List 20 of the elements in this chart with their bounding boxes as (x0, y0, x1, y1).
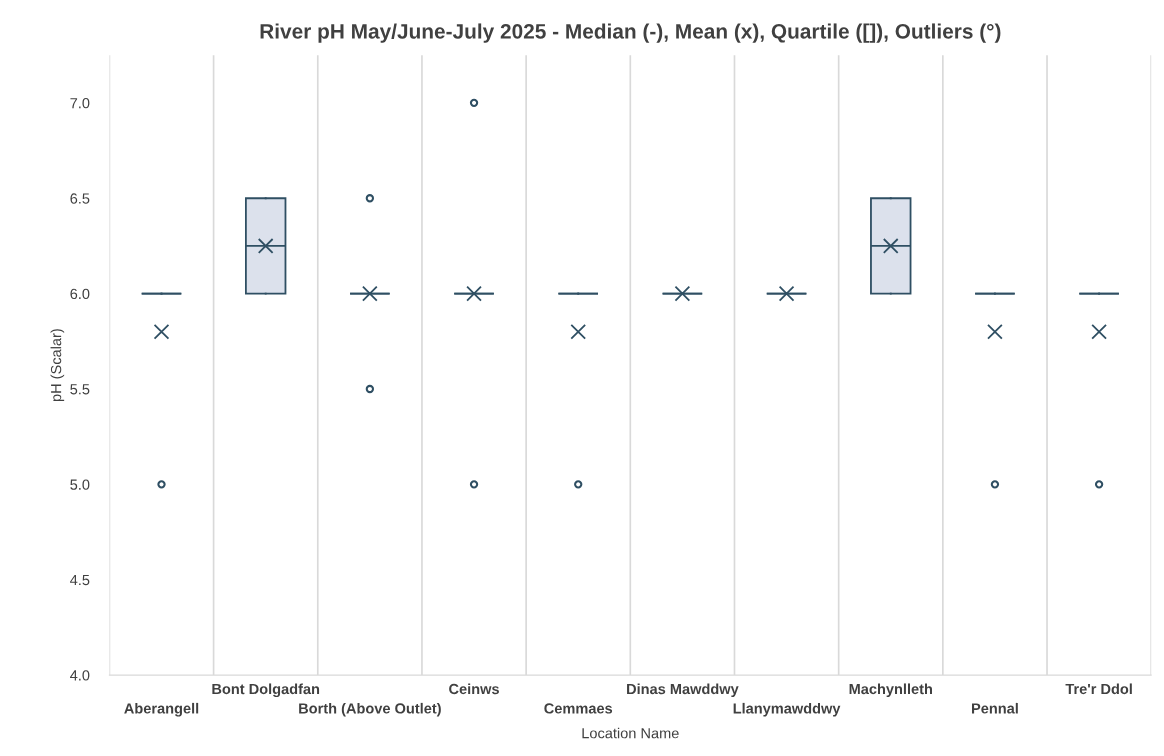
x-tick-label: Ceinws (449, 683, 499, 695)
x-tick-label: Dinas Mawddwy (627, 683, 739, 698)
x-tick-label: Machynlleth (849, 683, 932, 698)
y-tick-label: 6.0 (70, 288, 90, 300)
y-tick-label: 5.0 (70, 479, 90, 490)
x-tick-label: Bont Dolgadfan (212, 683, 320, 698)
chart-title: River pH May/June-July 2025 - Median (-), Mean (x), Quartile ([]), Outliers (°) (260, 23, 1001, 43)
y-tick-label: 5.5 (70, 384, 90, 395)
x-tick-label: Cemmaes (544, 703, 613, 714)
y-tick-label: 7.0 (70, 97, 90, 109)
x-tick-label: Pennal (972, 702, 1018, 714)
y-axis-title: pH (Scalar) (50, 329, 65, 402)
x-tick-label: Aberangell (124, 702, 199, 717)
x-axis-title: Location Name (582, 727, 679, 739)
y-tick-label: 4.0 (70, 670, 90, 681)
x-tick-label: Tre'r Ddol (1065, 683, 1132, 695)
y-tick-label: 6.5 (70, 193, 90, 204)
x-tick-label: Borth (Above Outlet) (299, 702, 441, 717)
x-tick-label: Llanymawddwy (733, 702, 841, 717)
y-tick-label: 4.5 (70, 574, 90, 586)
